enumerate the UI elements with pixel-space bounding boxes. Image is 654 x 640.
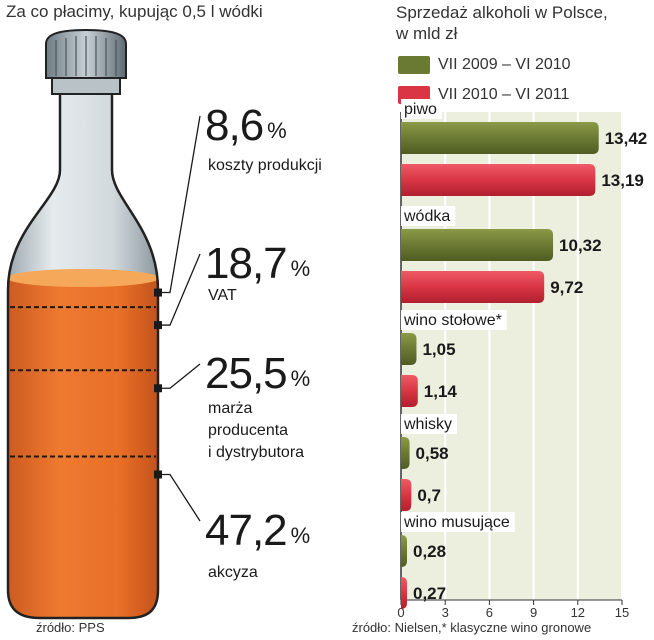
x-tick-label: 12 — [571, 605, 585, 620]
bar-value-label: 13,42 — [605, 129, 648, 148]
segment-label: VAT — [208, 287, 237, 304]
segment-annotation-0: 8,6 % koszty produkcji — [154, 101, 322, 297]
bar-value-label: 9,72 — [550, 278, 583, 297]
bar-series2 — [401, 271, 545, 303]
segment-unit: % — [267, 118, 287, 143]
category-label-bg — [401, 414, 458, 434]
segment-value: 18,7 — [205, 239, 287, 288]
legend-label-series1: VII 2009 – VI 2010 — [438, 56, 571, 73]
bar-group-3: whisky 0,58 0,7 — [401, 414, 458, 511]
legend-swatch-series1 — [398, 56, 430, 74]
bar-series1 — [401, 437, 410, 469]
segment-unit: % — [291, 523, 311, 548]
legend-label-series2: VII 2010 – VI 2011 — [438, 86, 570, 103]
bottle — [6, 28, 160, 620]
x-tick-label: 6 — [486, 605, 493, 620]
bottle-outline — [6, 80, 160, 620]
leader-line — [158, 115, 201, 294]
category-label-bg — [401, 512, 515, 532]
right-chart-title-line1: Sprzedaż alkoholi w Polsce, — [396, 3, 608, 22]
bar-group-4: wino musujące 0,28 0,27 — [401, 512, 515, 609]
bar-value-label: 0,7 — [417, 486, 441, 505]
segment-value: 47,2 — [205, 506, 287, 555]
bottle-annotations: 8,6 % koszty produkcji 18,7 % VAT 25,5 % marża pr… — [10, 101, 322, 581]
segment-value: 25,5 — [205, 349, 287, 398]
segment-label: i dystrybutora — [208, 444, 304, 461]
liquid-surface — [8, 269, 158, 287]
category-label: wino stołowe* — [403, 312, 502, 329]
bar-value-label: 0,28 — [413, 542, 446, 561]
segment-unit: % — [291, 256, 311, 281]
bottle-neck-ring — [51, 77, 121, 95]
segment-marker — [154, 384, 162, 393]
bar-value-label: 10,32 — [559, 236, 602, 255]
segment-marker — [154, 288, 162, 297]
bar-value-label: 13,19 — [601, 171, 644, 190]
category-label-bg — [401, 310, 507, 330]
sales-bar-chart: 0 3 6 9 12 15 piwo 13,42 13,19 wódka 10,32 9,72 wino… — [397, 99, 647, 620]
bar-group-2: wino stołowe* 1,05 1,14 — [401, 310, 507, 407]
left-chart-title: Za co płacimy, kupując 0,5 l wódki — [6, 2, 263, 21]
leader-line — [158, 253, 201, 326]
right-chart-title: Sprzedaż alkoholi w Polsce, w mld zł — [396, 2, 608, 44]
segment-unit: % — [291, 366, 311, 391]
bar-group-0: piwo 13,42 13,19 — [401, 99, 647, 196]
segment-annotation-2: 25,5 % marża producenta i dystrybutora — [154, 349, 310, 461]
right-source: źródło: Nielsen,* klasyczne wino gronowe — [352, 620, 592, 635]
bar-value-label: 1,05 — [422, 340, 455, 359]
bar-series1 — [401, 535, 407, 567]
bar-value-label: 0,27 — [413, 584, 446, 603]
segment-label: producenta — [208, 422, 288, 439]
category-label-bg — [401, 99, 442, 119]
right-chart-title-line2: w mld zł — [396, 24, 458, 43]
category-label: whisky — [403, 416, 452, 433]
segment-label: akcyza — [208, 564, 258, 581]
leader-line — [158, 363, 201, 389]
legend-item-series1: VII 2009 – VI 2010 — [398, 50, 571, 80]
leader-line — [158, 473, 201, 522]
bar-series2 — [401, 375, 418, 407]
bottle-liquid — [8, 276, 158, 618]
x-tick-label: 0 — [397, 605, 404, 620]
segment-value: 8,6 — [205, 101, 263, 150]
bar-series2 — [401, 577, 407, 609]
x-tick-label: 9 — [530, 605, 537, 620]
bar-series2 — [401, 164, 596, 196]
category-label-bg — [401, 206, 456, 226]
segment-label: koszty produkcji — [208, 157, 322, 174]
category-label: wódka — [403, 208, 450, 225]
bar-group-1: wódka 10,32 9,72 — [401, 206, 602, 303]
bar-value-label: 0,58 — [416, 444, 449, 463]
x-tick-label: 15 — [615, 605, 629, 620]
bar-series2 — [401, 479, 412, 511]
bar-series1 — [401, 122, 599, 154]
bar-series1 — [401, 333, 417, 365]
category-label: wino musujące — [403, 514, 510, 531]
segment-label: marża — [208, 400, 253, 417]
segment-annotation-1: 18,7 % VAT — [154, 239, 311, 330]
bar-series1 — [401, 229, 554, 261]
category-label: piwo — [404, 101, 437, 118]
segment-marker — [154, 470, 162, 479]
x-tick-label: 3 — [442, 605, 449, 620]
segment-annotation-3: 47,2 % akcyza — [154, 470, 310, 581]
bar-value-label: 1,14 — [424, 382, 458, 401]
segment-marker — [154, 321, 162, 330]
left-source: źródło: PPS — [36, 620, 105, 635]
